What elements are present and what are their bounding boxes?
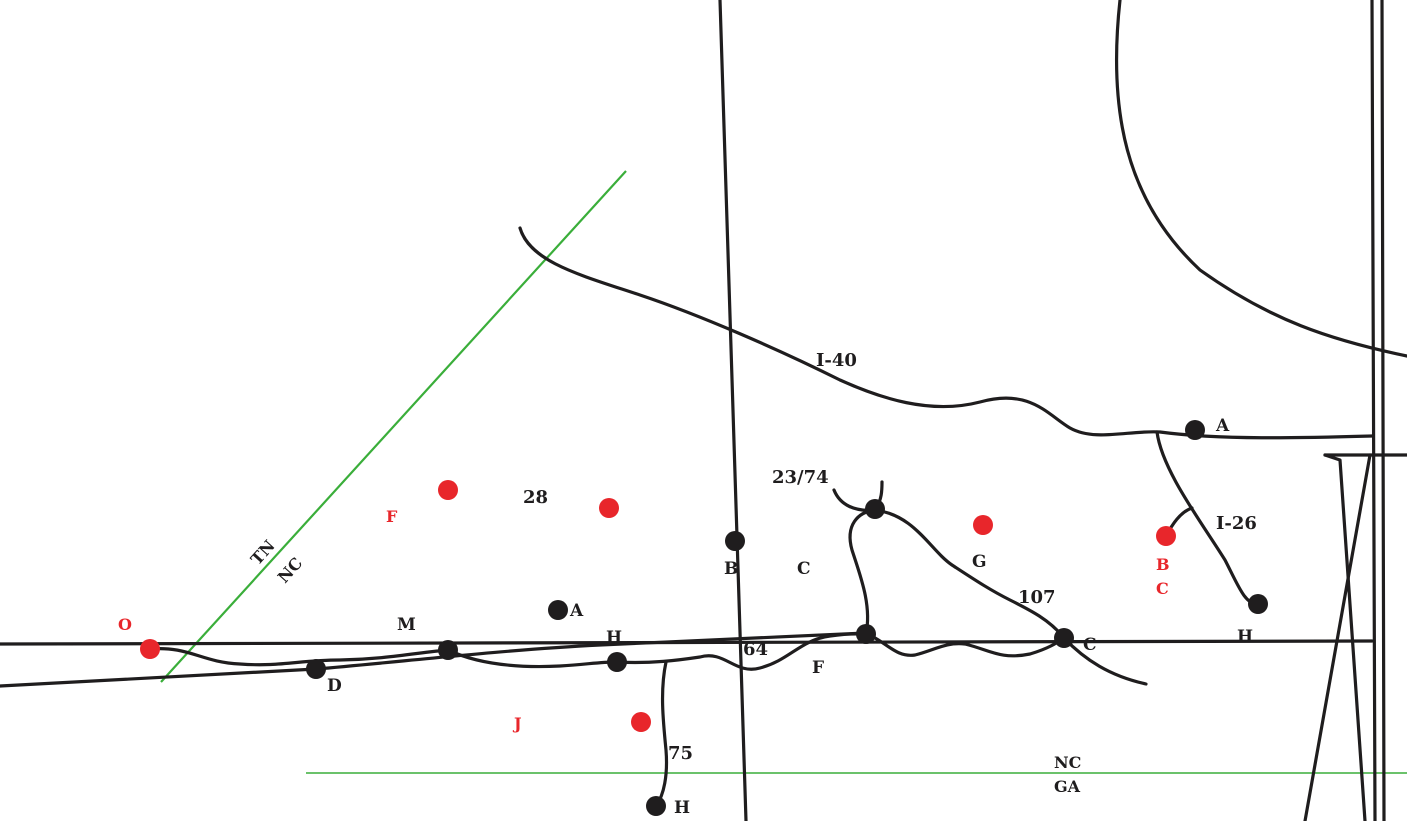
city-marker-east-center xyxy=(973,515,993,535)
state-label-nc-south: NC xyxy=(1054,753,1081,772)
route-label-107: 107 xyxy=(1018,587,1056,608)
town-marker-c-south-east xyxy=(1054,628,1074,648)
town-marker-d-west xyxy=(306,659,326,679)
place-label-c-east: C xyxy=(1156,579,1169,598)
place-label-g-center: G xyxy=(972,552,987,572)
town-marker-a-east xyxy=(1185,420,1205,440)
east-arc-road xyxy=(1114,0,1407,358)
city-marker-b-east xyxy=(1156,526,1176,546)
place-label-b-east: B xyxy=(1156,555,1170,574)
place-label-f-south: F xyxy=(812,658,824,678)
town-marker-f-south xyxy=(856,624,876,644)
winding-road-west xyxy=(148,632,868,671)
place-label-b-center: B xyxy=(724,559,738,579)
state-label-ga: GA xyxy=(1054,777,1081,796)
city-marker-o-west xyxy=(140,639,160,659)
route-23-74-south xyxy=(848,508,877,636)
winding-road-east xyxy=(864,632,1148,686)
place-label-j-south: J xyxy=(512,714,522,733)
east-diagonal-road-b xyxy=(1323,453,1367,821)
route-label-23-74: 23/74 xyxy=(772,467,829,488)
east-edge-road xyxy=(1370,0,1377,821)
place-label-m-west: M xyxy=(397,615,416,635)
route-label-28: 28 xyxy=(523,487,548,508)
route-label-i40: I-40 xyxy=(816,350,857,371)
town-marker-m-west xyxy=(438,640,458,660)
route-75 xyxy=(654,660,669,808)
north-south-highway xyxy=(718,0,748,821)
place-label-h-east: H xyxy=(1237,627,1253,647)
town-marker-h-center xyxy=(607,652,627,672)
route-label-64: 64 xyxy=(743,639,768,660)
route-label-75: 75 xyxy=(668,743,693,764)
city-marker-j-south xyxy=(631,712,651,732)
town-marker-a-center xyxy=(548,600,568,620)
route-label-i26: I-26 xyxy=(1216,513,1257,534)
place-label-c-south-east: C xyxy=(1083,635,1097,655)
place-label-a-center: A xyxy=(569,601,584,621)
east-edge-road-2 xyxy=(1380,0,1386,821)
place-label-c-center: C xyxy=(797,559,811,579)
town-marker-junction-23-74 xyxy=(865,499,885,519)
east-diagonal-road-a xyxy=(1303,453,1372,821)
tn-nc-border xyxy=(160,170,627,683)
place-label-o-west: O xyxy=(118,615,132,634)
place-label-a-east: A xyxy=(1215,416,1230,436)
route-107 xyxy=(873,508,1066,640)
city-marker-f-north xyxy=(438,480,458,500)
town-marker-h-south xyxy=(646,796,666,816)
place-label-h-south: H xyxy=(674,798,690,818)
place-label-f-north: F xyxy=(386,507,398,526)
place-label-h-center: H xyxy=(606,628,622,648)
city-marker-center-north xyxy=(599,498,619,518)
state-label-nc-west: NC xyxy=(274,554,306,587)
state-label-tn: TN xyxy=(247,536,279,568)
place-label-d-west: D xyxy=(327,676,342,696)
interstate-26 xyxy=(1155,430,1260,606)
town-marker-i26-south xyxy=(1248,594,1268,614)
town-marker-b-center xyxy=(725,531,745,551)
interstate-40 xyxy=(518,226,1374,440)
